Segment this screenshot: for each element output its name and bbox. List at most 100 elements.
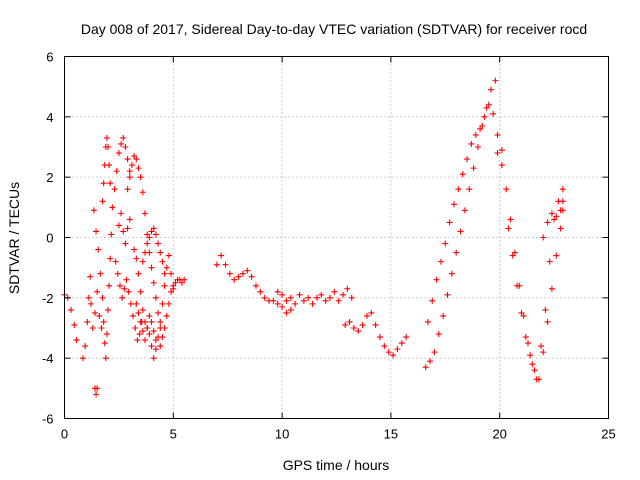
data-point <box>313 294 320 301</box>
data-point <box>279 303 286 310</box>
data-point <box>546 258 553 265</box>
data-point <box>342 321 349 328</box>
y-tick-label: -2 <box>42 291 54 306</box>
data-point <box>98 325 105 331</box>
data-point <box>68 306 75 313</box>
data-point <box>119 294 126 301</box>
data-point <box>527 352 534 359</box>
data-point <box>89 325 96 331</box>
data-point <box>168 270 175 277</box>
data-point <box>490 110 497 117</box>
data-point <box>331 288 338 295</box>
data-point <box>377 334 384 341</box>
data-point <box>359 321 366 328</box>
chart-title: Day 008 of 2017, Sidereal Day-to-day VTE… <box>81 21 587 37</box>
data-point <box>287 294 294 301</box>
data-point <box>102 355 109 362</box>
data-point <box>248 273 255 280</box>
data-point <box>146 312 153 319</box>
data-point <box>106 162 113 169</box>
data-point <box>218 252 225 259</box>
data-point <box>231 276 238 283</box>
data-point <box>518 309 525 316</box>
data-point <box>461 207 468 214</box>
data-point <box>548 285 555 292</box>
data-point <box>494 150 501 157</box>
data-point <box>479 122 486 129</box>
data-point <box>514 282 521 289</box>
data-point <box>85 294 92 301</box>
data-point <box>139 258 146 265</box>
data-point <box>172 279 179 286</box>
data-point <box>498 147 505 154</box>
data-point <box>442 240 449 247</box>
data-point <box>137 174 144 181</box>
data-point <box>139 328 146 335</box>
data-point <box>363 312 370 319</box>
data-point <box>542 306 549 313</box>
data-point <box>84 318 91 325</box>
data-point <box>244 267 251 274</box>
data-point <box>103 134 110 141</box>
data-point <box>444 291 451 298</box>
data-point <box>448 270 455 277</box>
data-point <box>144 325 151 331</box>
data-point <box>300 297 307 304</box>
data-point <box>136 331 143 338</box>
data-point <box>105 306 112 313</box>
data-point <box>124 225 131 232</box>
data-point <box>222 261 229 268</box>
data-point <box>121 285 128 292</box>
data-point <box>142 337 149 344</box>
data-point <box>424 318 431 325</box>
data-point <box>431 349 438 356</box>
data-point <box>115 150 122 157</box>
axis-ticks: 0 5 10 15 20 25 -6 -4 -2 0 2 4 6 <box>42 50 616 442</box>
data-point <box>553 252 560 259</box>
data-point <box>122 240 129 247</box>
data-point <box>326 294 333 301</box>
data-point <box>150 328 157 335</box>
y-tick-label: -4 <box>42 351 54 366</box>
data-point <box>118 210 125 217</box>
y-tick-label: -6 <box>42 412 54 427</box>
data-point <box>146 331 153 338</box>
data-point <box>557 225 564 232</box>
x-tick-label: 20 <box>492 427 506 442</box>
data-point <box>150 355 157 362</box>
data-point <box>292 300 299 307</box>
data-point <box>348 294 355 301</box>
data-point <box>133 156 140 163</box>
data-point <box>137 318 144 325</box>
data-point <box>279 291 286 298</box>
data-point <box>226 270 233 277</box>
data-point <box>79 355 86 362</box>
data-point <box>466 186 473 193</box>
data-point <box>368 309 375 316</box>
data-point <box>157 343 164 350</box>
data-point <box>152 294 159 301</box>
data-point <box>344 285 351 292</box>
data-point <box>261 294 268 301</box>
data-point <box>381 343 388 350</box>
data-point <box>446 219 453 226</box>
y-axis-label: SDTVAR / TECUs <box>6 182 22 294</box>
data-point <box>524 340 531 347</box>
data-point <box>126 216 133 223</box>
data-point <box>422 364 429 371</box>
data-point <box>398 340 405 347</box>
data-point <box>97 270 104 277</box>
data-point <box>152 231 159 238</box>
data-point <box>498 162 505 169</box>
data-point <box>457 228 464 235</box>
data-point <box>118 140 125 147</box>
data-point <box>107 255 114 262</box>
data-point <box>109 204 116 211</box>
data-point <box>483 104 490 111</box>
data-point <box>390 352 397 359</box>
data-point <box>346 318 353 325</box>
data-point <box>131 153 138 160</box>
data-point <box>133 300 140 307</box>
data-point <box>94 385 101 392</box>
data-point <box>93 391 100 398</box>
